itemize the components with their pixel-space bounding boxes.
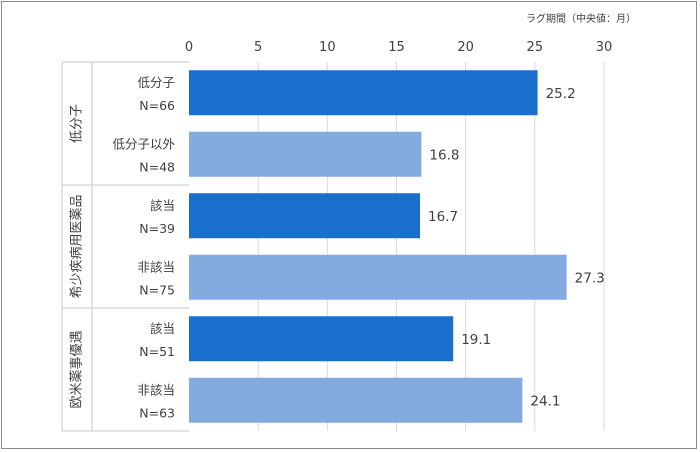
bar xyxy=(189,70,538,116)
category-n-label: N=48 xyxy=(139,159,175,174)
category-n-label: N=75 xyxy=(139,282,175,297)
category-n-label: N=66 xyxy=(139,98,175,113)
data-label: 19.1 xyxy=(461,332,491,348)
category-label: 非該当 xyxy=(137,382,175,397)
bar xyxy=(189,193,421,239)
bar xyxy=(189,377,523,423)
category-n-label: N=63 xyxy=(139,405,175,420)
category-n-label: N=51 xyxy=(139,344,175,359)
x-tick-label: 20 xyxy=(457,40,474,55)
data-label: 24.1 xyxy=(530,393,560,409)
group-label: 低分子 xyxy=(70,104,85,143)
bar xyxy=(189,316,454,362)
group-label: 欧米薬事優遇 xyxy=(70,330,85,408)
category-label: 該当 xyxy=(150,321,175,336)
x-tick-label: 10 xyxy=(319,40,336,55)
category-label: 非該当 xyxy=(137,259,175,274)
data-label: 16.7 xyxy=(428,209,458,225)
bar xyxy=(189,254,567,300)
category-label: 該当 xyxy=(150,198,175,213)
bar xyxy=(189,131,422,177)
axis-unit-label: ラグ期間（中央値：月） xyxy=(526,12,636,25)
x-tick-label: 30 xyxy=(596,40,613,55)
category-label: 低分子以外 xyxy=(112,136,175,151)
x-tick-label: 15 xyxy=(388,40,405,55)
x-tick-label: 5 xyxy=(254,40,262,55)
category-n-label: N=39 xyxy=(139,221,175,236)
category-label: 低分子 xyxy=(137,75,175,90)
data-label: 25.2 xyxy=(546,86,576,102)
data-label: 27.3 xyxy=(575,270,605,286)
x-tick-label: 0 xyxy=(185,40,193,55)
data-label: 16.8 xyxy=(429,147,459,163)
x-tick-label: 25 xyxy=(527,40,544,55)
group-label: 希少疾病用医薬品 xyxy=(70,194,85,298)
